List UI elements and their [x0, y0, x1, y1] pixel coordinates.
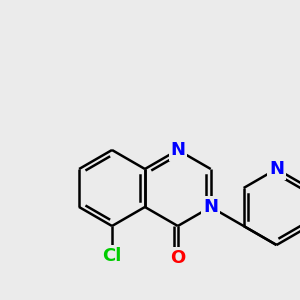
Text: Cl: Cl — [102, 247, 122, 265]
Text: N: N — [203, 198, 218, 216]
Text: O: O — [170, 249, 185, 267]
Text: N: N — [269, 160, 284, 178]
Text: N: N — [170, 141, 185, 159]
